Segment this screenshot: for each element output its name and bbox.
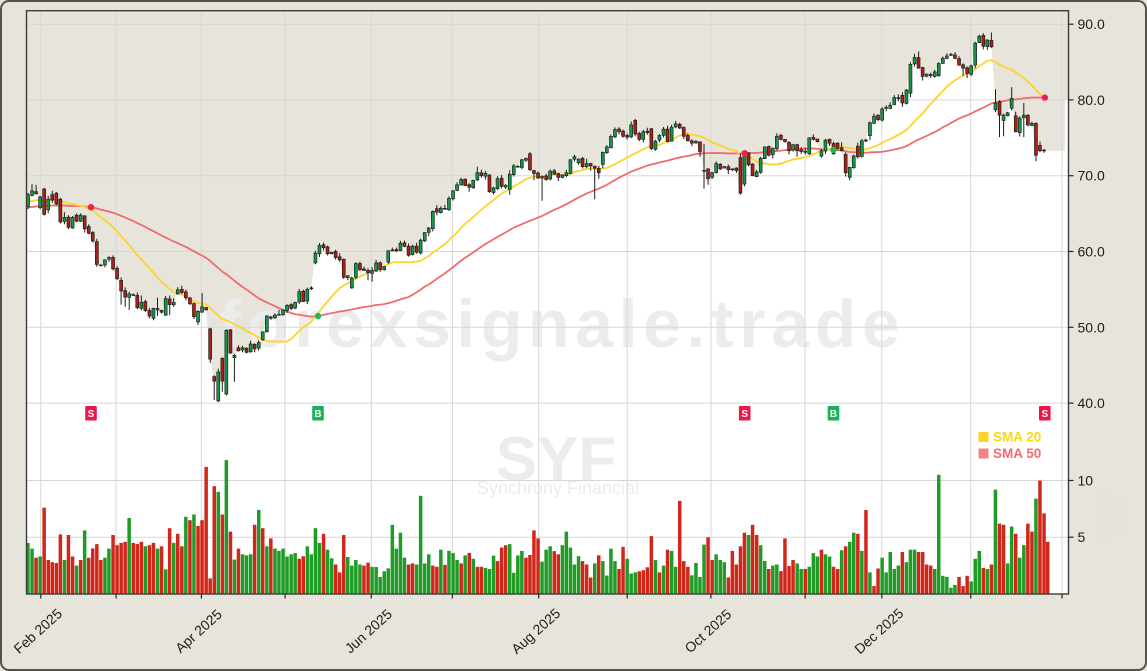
- svg-text:SYF: SYF: [496, 425, 617, 494]
- svg-text:Volumen: Volumen: [1098, 491, 1113, 542]
- svg-text:60.0: 60.0: [1078, 244, 1105, 260]
- svg-text:forexsignale.trade: forexsignale.trade: [219, 286, 906, 362]
- svg-text:70.0: 70.0: [1078, 168, 1105, 184]
- svg-text:B: B: [830, 409, 837, 420]
- svg-text:S: S: [741, 409, 748, 420]
- svg-text:SMA 20: SMA 20: [993, 430, 1041, 445]
- svg-text:B: B: [314, 409, 321, 420]
- svg-text:in Mio.: in Mio.: [1114, 497, 1129, 535]
- svg-text:80.0: 80.0: [1078, 92, 1105, 108]
- svg-text:Synchrony Financial: Synchrony Financial: [477, 478, 639, 498]
- svg-text:10: 10: [1078, 473, 1094, 489]
- svg-text:5: 5: [1078, 529, 1086, 545]
- svg-text:40.0: 40.0: [1078, 395, 1105, 411]
- svg-text:90.0: 90.0: [1078, 16, 1105, 32]
- svg-text:50.0: 50.0: [1078, 319, 1105, 335]
- svg-text:S: S: [1041, 409, 1048, 420]
- svg-text:SMA 50: SMA 50: [993, 446, 1041, 461]
- svg-text:S: S: [88, 409, 95, 420]
